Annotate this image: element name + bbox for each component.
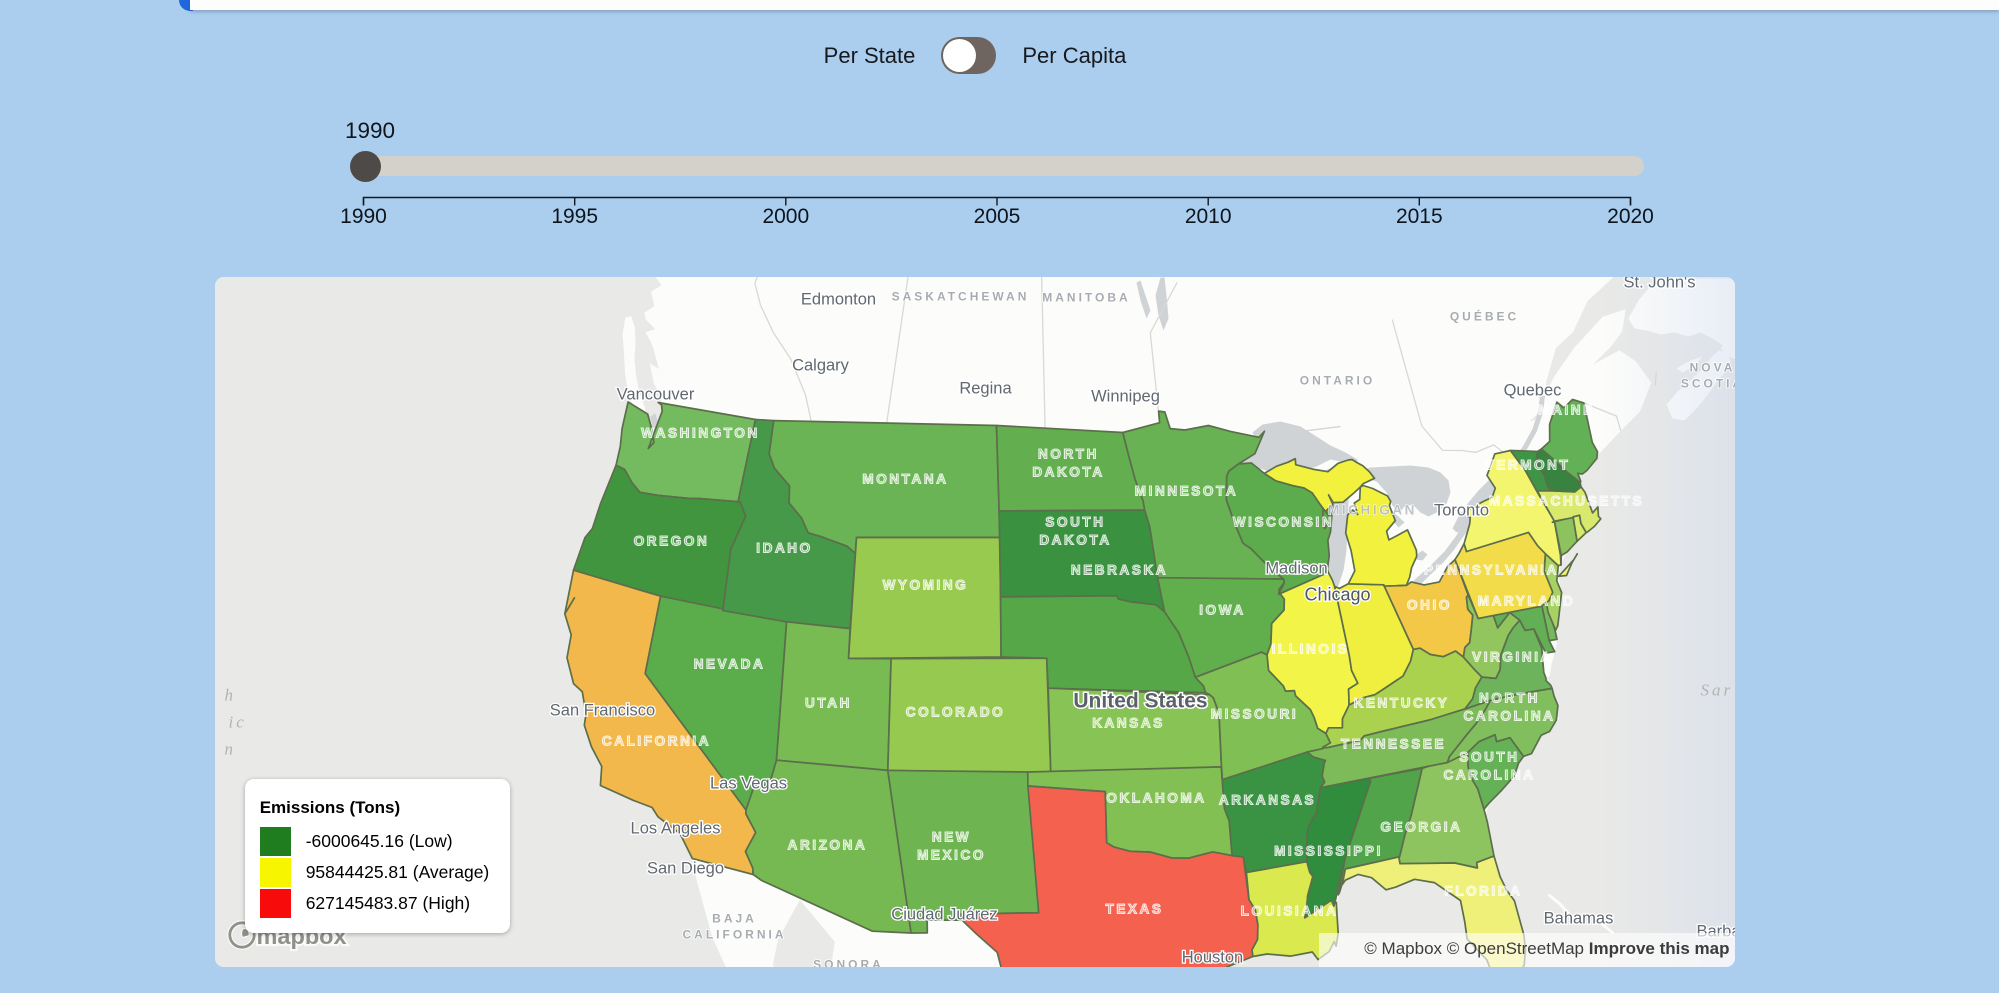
svg-text:WISCONSIN: WISCONSIN xyxy=(1232,514,1333,529)
svg-text:2015: 2015 xyxy=(1396,205,1443,228)
svg-text:United States: United States xyxy=(1073,689,1207,712)
svg-text:ILLINOIS: ILLINOIS xyxy=(1271,641,1349,656)
svg-text:CAROLINA: CAROLINA xyxy=(1443,767,1535,782)
svg-text:MARYLAND: MARYLAND xyxy=(1477,593,1575,608)
svg-text:DAKOTA: DAKOTA xyxy=(1032,464,1104,479)
svg-text:1990: 1990 xyxy=(340,205,387,228)
svg-text:OREGON: OREGON xyxy=(633,533,709,548)
svg-text:VIRGINIA: VIRGINIA xyxy=(1472,649,1553,664)
svg-text:ic: ic xyxy=(228,712,246,731)
svg-text:OKLAHOMA: OKLAHOMA xyxy=(1106,790,1206,805)
svg-text:Edmonton: Edmonton xyxy=(800,290,875,308)
svg-text:MICHIGAN: MICHIGAN xyxy=(1327,502,1416,517)
svg-text:OHIO: OHIO xyxy=(1407,597,1452,612)
svg-text:MISSOURI: MISSOURI xyxy=(1210,706,1298,721)
svg-text:MINNESOTA: MINNESOTA xyxy=(1134,483,1237,498)
svg-text:n: n xyxy=(224,739,236,758)
svg-text:St. John's: St. John's xyxy=(1623,277,1695,292)
svg-text:WASHINGTON: WASHINGTON xyxy=(641,425,760,440)
svg-text:Ciudad Juárez: Ciudad Juárez xyxy=(891,905,997,923)
svg-text:NOVA: NOVA xyxy=(1689,360,1734,374)
svg-text:SOUTH: SOUTH xyxy=(1045,514,1105,529)
svg-text:NORTH: NORTH xyxy=(1038,446,1099,461)
svg-text:Las Vegas: Las Vegas xyxy=(709,774,786,792)
svg-text:Sar: Sar xyxy=(1700,680,1733,699)
svg-text:MEXICO: MEXICO xyxy=(917,847,986,862)
svg-text:Houston: Houston xyxy=(1181,948,1242,966)
svg-text:VERMONT: VERMONT xyxy=(1484,457,1570,472)
svg-text:DAKOTA: DAKOTA xyxy=(1039,532,1111,547)
svg-text:BAJA: BAJA xyxy=(712,911,757,925)
svg-text:SCOTIA: SCOTIA xyxy=(1680,376,1734,390)
svg-text:CALIFORNIA: CALIFORNIA xyxy=(682,927,786,941)
svg-text:2000: 2000 xyxy=(762,205,809,228)
svg-text:Vancouver: Vancouver xyxy=(616,385,694,403)
svg-text:MISSISSIPPI: MISSISSIPPI xyxy=(1274,843,1383,858)
svg-text:San Diego: San Diego xyxy=(646,859,723,877)
svg-text:2020: 2020 xyxy=(1607,205,1654,228)
svg-text:NEBRASKA: NEBRASKA xyxy=(1070,562,1167,577)
svg-text:ARIZONA: ARIZONA xyxy=(787,837,867,852)
svg-text:NEW: NEW xyxy=(931,829,970,844)
svg-text:KANSAS: KANSAS xyxy=(1092,715,1165,730)
svg-text:Los Angeles: Los Angeles xyxy=(630,819,720,837)
svg-text:FLORIDA: FLORIDA xyxy=(1444,883,1522,898)
svg-text:MAINE: MAINE xyxy=(1538,402,1595,417)
svg-text:TENNESSEE: TENNESSEE xyxy=(1340,736,1445,751)
svg-text:2005: 2005 xyxy=(974,205,1021,228)
svg-text:KENTUCKY: KENTUCKY xyxy=(1353,695,1449,710)
svg-text:MASSACHUSETTS: MASSACHUSETTS xyxy=(1488,493,1643,508)
svg-text:Winnipeg: Winnipeg xyxy=(1091,387,1160,405)
svg-text:1995: 1995 xyxy=(551,205,598,228)
svg-text:SOUTH: SOUTH xyxy=(1459,749,1519,764)
svg-text:IOWA: IOWA xyxy=(1199,602,1245,617)
svg-text:MANITOBA: MANITOBA xyxy=(1042,290,1130,304)
svg-text:Calgary: Calgary xyxy=(792,356,850,374)
svg-text:NORTH: NORTH xyxy=(1479,690,1540,705)
svg-text:Madison: Madison xyxy=(1265,559,1327,577)
svg-text:Bahamas: Bahamas xyxy=(1543,909,1613,927)
svg-text:QUÉBEC: QUÉBEC xyxy=(1449,308,1518,323)
svg-text:Regina: Regina xyxy=(959,379,1012,397)
svg-text:ARKANSAS: ARKANSAS xyxy=(1218,792,1315,807)
svg-text:Quebec: Quebec xyxy=(1503,381,1561,399)
svg-text:PENNSYLVANIA: PENNSYLVANIA xyxy=(1424,562,1559,577)
svg-text:LOUISIANA: LOUISIANA xyxy=(1240,903,1338,918)
svg-text:SASKATCHEWAN: SASKATCHEWAN xyxy=(891,289,1029,303)
svg-text:IDAHO: IDAHO xyxy=(756,540,813,555)
svg-text:GEORGIA: GEORGIA xyxy=(1380,819,1462,834)
svg-text:ONTARIO: ONTARIO xyxy=(1299,373,1374,387)
svg-text:WYOMING: WYOMING xyxy=(882,577,968,592)
svg-text:h: h xyxy=(224,685,236,704)
svg-text:CALIFORNIA: CALIFORNIA xyxy=(601,733,710,748)
svg-text:Chicago: Chicago xyxy=(1304,584,1370,604)
svg-text:COLORADO: COLORADO xyxy=(905,704,1005,719)
svg-text:SONORA: SONORA xyxy=(813,957,884,967)
svg-text:NEVADA: NEVADA xyxy=(693,656,765,671)
svg-text:Toronto: Toronto xyxy=(1433,501,1488,519)
svg-text:MONTANA: MONTANA xyxy=(862,471,948,486)
svg-text:TEXAS: TEXAS xyxy=(1105,901,1163,916)
svg-text:UTAH: UTAH xyxy=(805,695,852,710)
svg-text:2010: 2010 xyxy=(1185,205,1232,228)
svg-text:San Francisco: San Francisco xyxy=(549,701,654,719)
svg-text:CAROLINA: CAROLINA xyxy=(1463,708,1555,723)
